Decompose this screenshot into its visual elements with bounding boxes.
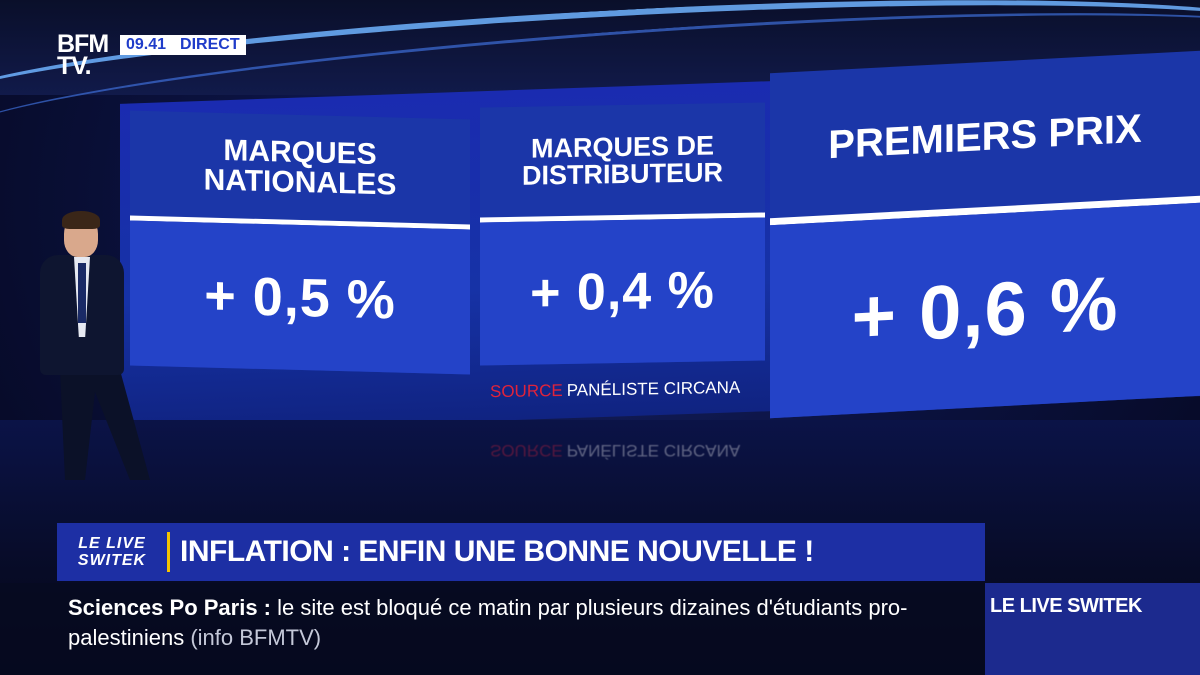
panel-title: MARQUES NATIONALES: [203, 133, 397, 202]
source-reflection-text: PANÉLISTE CIRCANA: [566, 441, 741, 460]
show-logo-line-2: SWITEK: [77, 552, 147, 569]
panel-premiers-prix: PREMIERS PRIX + 0,6 %: [770, 50, 1200, 419]
panel-value: + 0,5 %: [204, 264, 396, 331]
live-badge: DIRECT: [180, 36, 240, 53]
ticker-subject: Sciences Po Paris :: [68, 595, 271, 620]
source-label: SOURCE: [490, 380, 563, 402]
source-text: PANÉLISTE CIRCANA: [566, 377, 741, 400]
panel-body: + 0,6 %: [770, 202, 1200, 419]
show-logo-line-1: LE LIVE: [78, 535, 146, 552]
panel-value: + 0,6 %: [851, 261, 1119, 360]
panel-title: MARQUES DE DISTRIBUTEUR: [522, 130, 723, 191]
source-reflection: SOURCE PANÉLISTE CIRCANA: [490, 440, 740, 460]
clock-time: 09.41: [126, 36, 167, 53]
show-logo: LE LIVE SWITEK: [57, 523, 167, 581]
logo-line-1: BFM: [57, 30, 109, 58]
panel-title: PREMIERS PRIX: [828, 106, 1142, 168]
news-ticker: Sciences Po Paris : le site est bloqué c…: [0, 583, 985, 675]
presenter: [22, 211, 167, 485]
logo-line-2: TV.: [57, 52, 92, 80]
channel-logo: BFM TV.: [57, 30, 115, 85]
ticker-text: Sciences Po Paris : le site est bloqué c…: [68, 593, 948, 653]
panel-body: + 0,4 %: [480, 217, 765, 366]
presenter-tie: [78, 263, 86, 323]
show-box-label: LE LIVE SWITEK: [990, 595, 1142, 617]
panel-marques-distributeur: MARQUES DE DISTRIBUTEUR + 0,4 %: [480, 102, 765, 366]
headline: INFLATION : ENFIN UNE BONNE NOUVELLE !: [180, 535, 814, 568]
presenter-hair: [62, 211, 100, 229]
banner-separator: [167, 532, 170, 572]
presenter-legs: [60, 370, 150, 480]
panel-value: + 0,4 %: [530, 260, 715, 323]
show-box: LE LIVE SWITEK: [985, 583, 1200, 675]
clock-strip: 09.41 DIRECT: [120, 35, 246, 55]
source-reflection-label: SOURCE: [490, 441, 563, 460]
ticker-body: le site est bloqué ce matin par plusieur…: [68, 595, 908, 650]
panel-marques-nationales: MARQUES NATIONALES + 0,5 %: [130, 110, 470, 375]
panel-body: + 0,5 %: [130, 220, 470, 375]
ticker-info: (info BFMTV): [190, 625, 322, 650]
headline-banner: LE LIVE SWITEK INFLATION : ENFIN UNE BON…: [57, 523, 985, 581]
